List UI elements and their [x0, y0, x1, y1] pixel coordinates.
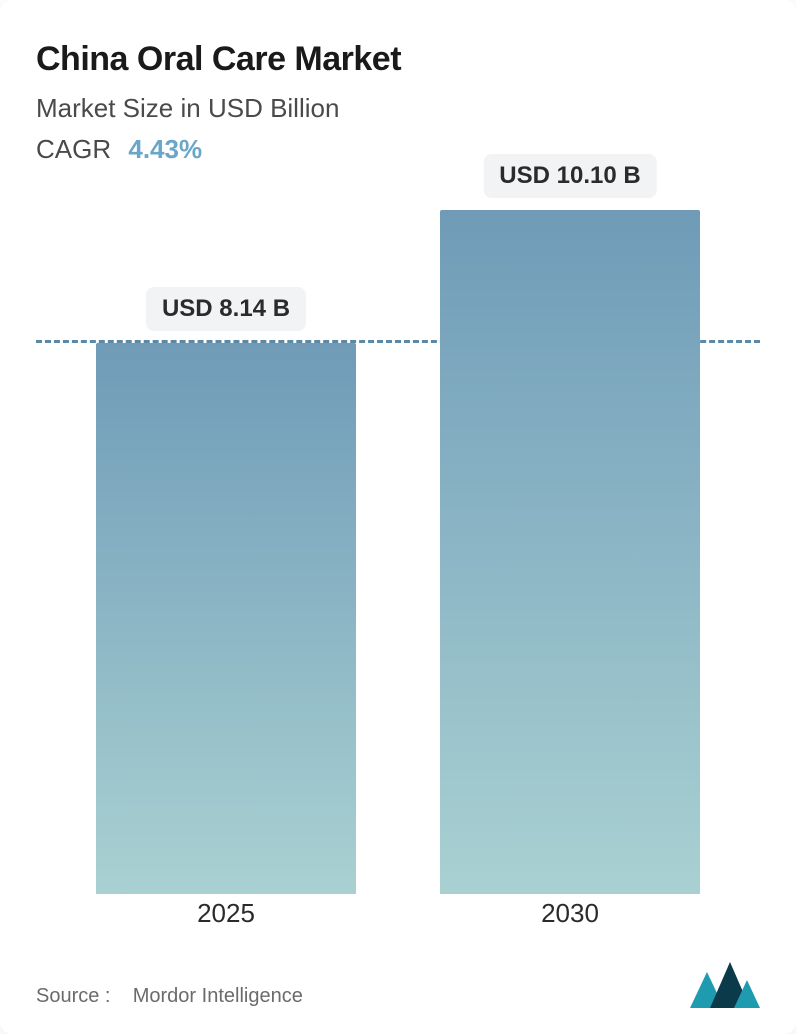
source-label: Source :	[36, 985, 110, 1007]
mordor-logo-icon	[690, 962, 760, 1008]
chart-subtitle: Market Size in USD Billion	[36, 93, 760, 124]
value-badge-2025: USD 8.14 B	[146, 287, 306, 331]
source-row: Source : Mordor Intelligence	[36, 962, 760, 1008]
x-label-2030: 2030	[541, 898, 599, 929]
bar-2030	[440, 210, 700, 894]
x-axis-labels: 2025 2030	[36, 898, 760, 938]
value-badge-2030: USD 10.10 B	[483, 154, 656, 198]
source-name: Mordor Intelligence	[133, 985, 303, 1007]
cagr-label: CAGR	[36, 134, 111, 164]
bars-container: USD 8.14 B USD 10.10 B	[36, 210, 760, 894]
x-label-2025: 2025	[197, 898, 255, 929]
source-text: Source : Mordor Intelligence	[36, 985, 303, 1008]
chart-title: China Oral Care Market	[36, 40, 760, 79]
chart-card: China Oral Care Market Market Size in US…	[0, 0, 796, 1034]
cagr-value: 4.43%	[128, 134, 202, 164]
bar-2025	[96, 343, 356, 894]
chart-plot-area: USD 8.14 B USD 10.10 B	[36, 210, 760, 894]
